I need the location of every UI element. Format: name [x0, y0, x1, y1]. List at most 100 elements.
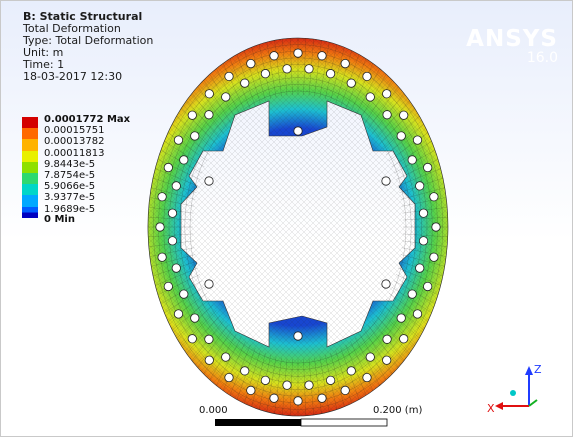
mesh-line — [303, 359, 307, 416]
info-line: Time: 1 — [23, 58, 65, 71]
bolt-hole — [167, 236, 178, 246]
mesh-ring — [189, 90, 407, 364]
mesh-line — [379, 107, 415, 144]
bolt-hole — [346, 366, 356, 376]
mesh-line — [251, 352, 266, 407]
bolt-hole — [190, 131, 200, 141]
mesh-line — [368, 86, 399, 129]
brand-name: ANSYS — [466, 26, 558, 52]
mesh-ring — [153, 44, 443, 410]
mesh-line — [157, 274, 201, 295]
bolt-hole — [240, 78, 250, 88]
brake-disc — [147, 37, 449, 417]
mesh-line — [303, 38, 307, 95]
mesh-line — [350, 63, 374, 113]
mesh-line — [203, 80, 233, 125]
mesh-line — [330, 47, 345, 102]
legend-max-label: 0.0001772 Max — [44, 114, 131, 125]
bolt-hole — [163, 281, 173, 292]
mesh-line — [401, 197, 447, 207]
mesh-line — [148, 233, 194, 238]
legend-swatch — [22, 128, 38, 140]
bolt-hole — [246, 385, 256, 395]
bolt-hole — [204, 110, 214, 120]
mesh-line — [375, 315, 410, 354]
bolt-hole — [431, 222, 441, 232]
bolt-hole — [407, 289, 417, 299]
bolt-hole — [282, 64, 292, 74]
mesh-line — [186, 315, 221, 354]
bolt-hole — [157, 192, 167, 202]
bolt-hole — [163, 162, 173, 173]
bolt-hole — [304, 64, 314, 74]
legend-label: 1.9689e-5 — [44, 203, 96, 215]
bolt-hole — [399, 110, 409, 120]
legend-swatch — [22, 117, 38, 129]
bolt-hole — [326, 69, 336, 79]
legend-label: 0.00011813 — [44, 147, 105, 159]
bolt-hole — [415, 181, 425, 191]
scale-bar-white — [300, 418, 388, 427]
mesh-line — [319, 42, 330, 98]
mesh-line — [345, 58, 367, 110]
mesh-line — [274, 357, 282, 414]
mesh-ring — [179, 77, 417, 377]
mesh-line — [197, 86, 228, 129]
bolt-hole — [429, 252, 439, 262]
mesh-overlay — [148, 38, 448, 416]
bolt-hole — [173, 309, 184, 319]
triad-ball — [510, 390, 516, 396]
legend-swatch — [22, 139, 38, 151]
mesh-line — [345, 344, 367, 396]
bolt-hole — [221, 92, 231, 102]
bolt-hole — [399, 334, 409, 344]
legend-swatch — [22, 161, 38, 173]
bolt-hole — [187, 334, 197, 344]
y-axis — [528, 399, 538, 407]
mesh-line — [395, 159, 439, 180]
legend-label: 0.00013782 — [44, 136, 105, 148]
mesh-line — [244, 50, 261, 104]
mesh-line — [395, 274, 439, 295]
bolt-hole — [412, 135, 423, 145]
info-line: Type: Total Deformation — [23, 34, 154, 47]
mesh-line — [400, 187, 445, 200]
legend-label: 9.8443e-5 — [44, 158, 96, 170]
mesh-line — [229, 58, 251, 110]
bolt-hole — [340, 59, 350, 69]
mesh-line — [155, 267, 199, 286]
bolt-hole — [224, 71, 234, 82]
axis-triad[interactable]: Z X — [487, 363, 542, 415]
mesh-line — [274, 40, 282, 97]
mesh-line — [216, 68, 241, 117]
result-info: B: Static Structural Total Deformation T… — [23, 11, 153, 83]
bolt-hole — [204, 176, 214, 186]
mesh-line — [401, 247, 447, 257]
bolt-hole — [293, 126, 303, 136]
bolt-hole — [171, 181, 181, 191]
info-line: Unit: m — [23, 46, 64, 59]
legend-swatch — [22, 195, 38, 207]
brand-version: 16.0 — [526, 50, 558, 66]
mesh-line — [397, 168, 441, 187]
mesh-line — [335, 50, 352, 104]
mesh-line — [216, 337, 241, 386]
mesh-line — [289, 38, 293, 95]
bolt-hole — [269, 51, 279, 61]
mesh-line — [355, 337, 380, 386]
mesh-line — [186, 100, 221, 139]
ansys-logo: ANSYS 16.0 — [466, 27, 558, 66]
bolt-hole — [365, 92, 375, 102]
mesh-line — [314, 40, 322, 97]
bolt-hole — [204, 355, 214, 365]
mesh-line — [149, 197, 195, 207]
mesh-line — [148, 216, 194, 221]
bolt-hole — [365, 352, 375, 362]
mesh-line — [149, 247, 195, 257]
mesh-line — [402, 233, 448, 238]
legend-swatch — [22, 206, 38, 218]
mesh-line — [222, 63, 246, 113]
bolt-hole — [246, 59, 256, 69]
